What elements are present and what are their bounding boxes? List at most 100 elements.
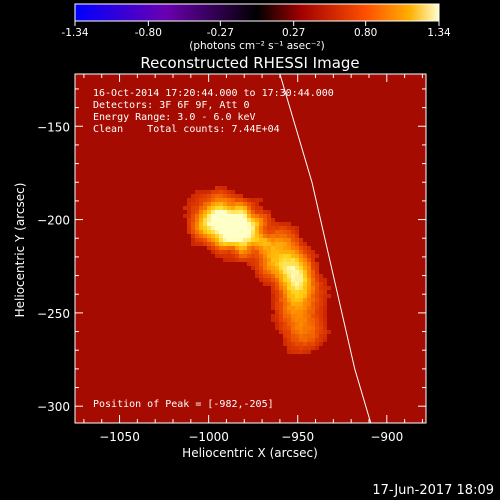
image-pixel xyxy=(223,186,227,190)
image-pixel xyxy=(307,246,311,250)
image-pixel xyxy=(311,274,315,278)
image-pixel xyxy=(215,190,219,194)
image-pixel xyxy=(267,242,271,246)
image-pixel xyxy=(215,206,219,210)
image-pixel xyxy=(287,246,291,250)
image-pixel xyxy=(211,234,215,238)
image-pixel xyxy=(247,230,251,234)
image-pixel xyxy=(211,214,215,218)
image-pixel xyxy=(283,322,287,326)
image-pixel xyxy=(279,246,283,250)
image-pixel xyxy=(299,334,303,338)
annotation-time-range: 16-Oct-2014 17:20:44.000 to 17:30:44.000 xyxy=(93,88,334,99)
image-pixel xyxy=(211,230,215,234)
image-pixel xyxy=(323,314,327,318)
image-pixel xyxy=(319,318,323,322)
image-pixel xyxy=(279,286,283,290)
image-pixel xyxy=(307,286,311,290)
image-pixel xyxy=(279,306,283,310)
image-pixel xyxy=(215,226,219,230)
image-pixel xyxy=(283,310,287,314)
image-pixel xyxy=(247,234,251,238)
image-pixel xyxy=(295,254,299,258)
image-pixel xyxy=(255,214,259,218)
image-pixel xyxy=(299,346,303,350)
image-pixel xyxy=(271,218,275,222)
image-pixel xyxy=(259,254,263,258)
image-pixel xyxy=(187,226,191,230)
image-pixel xyxy=(315,330,319,334)
image-pixel xyxy=(255,250,259,254)
image-pixel xyxy=(275,254,279,258)
image-pixel xyxy=(323,318,327,322)
image-pixel xyxy=(231,206,235,210)
image-pixel xyxy=(275,310,279,314)
image-pixel xyxy=(319,310,323,314)
image-pixel xyxy=(227,206,231,210)
image-pixel xyxy=(259,274,263,278)
image-pixel xyxy=(315,274,319,278)
image-pixel xyxy=(299,238,303,242)
image-pixel xyxy=(291,342,295,346)
image-pixel xyxy=(271,258,275,262)
image-pixel xyxy=(295,294,299,298)
image-pixel xyxy=(315,326,319,330)
image-pixel xyxy=(223,190,227,194)
image-pixel xyxy=(223,250,227,254)
image-pixel xyxy=(295,330,299,334)
image-pixel xyxy=(323,338,327,342)
image-pixel xyxy=(187,222,191,226)
image-pixel xyxy=(287,238,291,242)
image-pixel xyxy=(267,266,271,270)
image-pixel xyxy=(279,322,283,326)
image-pixel xyxy=(195,218,199,222)
image-pixel xyxy=(303,302,307,306)
image-pixel xyxy=(215,238,219,242)
image-pixel xyxy=(295,238,299,242)
annotation-energy-range: Energy Range: 3.0 - 6.0 keV xyxy=(93,112,256,123)
image-pixel xyxy=(271,254,275,258)
image-pixel xyxy=(255,258,259,262)
image-pixel xyxy=(191,226,195,230)
image-pixel xyxy=(251,254,255,258)
image-pixel xyxy=(227,198,231,202)
image-pixel xyxy=(203,210,207,214)
image-pixel xyxy=(287,262,291,266)
image-pixel xyxy=(223,246,227,250)
image-pixel xyxy=(231,254,235,258)
image-pixel xyxy=(287,326,291,330)
image-pixel xyxy=(259,226,263,230)
image-pixel xyxy=(247,222,251,226)
image-pixel xyxy=(303,294,307,298)
image-pixel xyxy=(215,186,219,190)
image-pixel xyxy=(319,330,323,334)
image-pixel xyxy=(207,242,211,246)
image-pixel xyxy=(255,242,259,246)
image-pixel xyxy=(279,282,283,286)
image-pixel xyxy=(231,190,235,194)
image-pixel xyxy=(223,218,227,222)
image-pixel xyxy=(235,246,239,250)
image-pixel xyxy=(291,226,295,230)
image-pixel xyxy=(235,234,239,238)
image-pixel xyxy=(287,342,291,346)
image-pixel xyxy=(275,274,279,278)
image-pixel xyxy=(307,270,311,274)
image-pixel xyxy=(251,210,255,214)
image-pixel xyxy=(199,214,203,218)
image-pixel xyxy=(239,250,243,254)
image-pixel xyxy=(223,234,227,238)
image-pixel xyxy=(259,222,263,226)
image-pixel xyxy=(255,226,259,230)
image-pixel xyxy=(311,334,315,338)
image-pixel xyxy=(247,214,251,218)
image-pixel xyxy=(203,238,207,242)
image-pixel xyxy=(207,226,211,230)
image-pixel xyxy=(191,218,195,222)
annotation-peak-position: Position of Peak = [-982,-205] xyxy=(93,399,274,410)
image-pixel xyxy=(191,202,195,206)
image-pixel xyxy=(267,258,271,262)
image-pixel xyxy=(275,270,279,274)
image-pixel xyxy=(243,206,247,210)
image-pixel xyxy=(287,250,291,254)
